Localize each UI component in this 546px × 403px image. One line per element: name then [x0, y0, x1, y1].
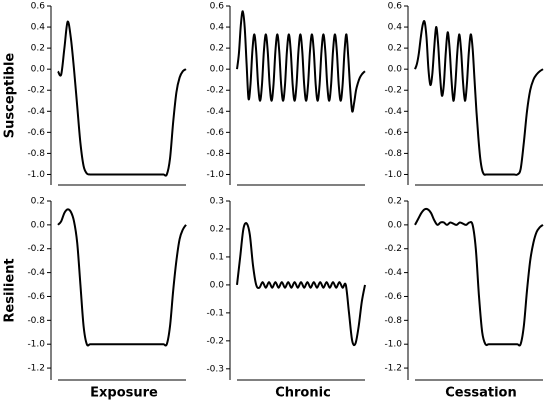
y-tick-label: 0.6 — [210, 2, 225, 12]
y-tick-label: 0.0 — [31, 65, 46, 75]
y-tick-label: 0.2 — [388, 197, 402, 207]
y-tick-label: -0.2 — [384, 244, 402, 254]
y-tick-label: -0.4 — [384, 107, 402, 117]
y-tick-label: 0.0 — [388, 65, 403, 75]
data-line — [236, 222, 366, 347]
y-tick-label: 0.4 — [31, 23, 46, 33]
y-tick-label: 0.4 — [388, 23, 403, 33]
y-tick-label: -0.2 — [206, 86, 224, 96]
y-tick-label: 0.0 — [388, 220, 403, 230]
row-label: Resilient — [3, 258, 18, 322]
y-tick-label: -0.8 — [27, 149, 45, 159]
y-tick-label: -0.8 — [384, 316, 402, 326]
y-tick-label: -0.4 — [27, 107, 45, 117]
y-tick-label: 0.3 — [210, 197, 224, 207]
column-label: Chronic — [275, 386, 331, 401]
y-tick-label: 0.0 — [31, 220, 46, 230]
y-tick-label: -1.0 — [27, 340, 45, 350]
y-tick-label: -0.1 — [206, 308, 224, 318]
y-tick-label: -0.6 — [384, 292, 402, 302]
y-tick-label: -0.8 — [27, 316, 45, 326]
y-tick-label: -0.6 — [27, 292, 45, 302]
y-tick-label: 0.1 — [210, 252, 224, 262]
y-tick-label: 0.6 — [388, 2, 403, 12]
y-tick-label: -1.0 — [384, 170, 402, 180]
y-tick-label: -0.3 — [206, 364, 224, 374]
y-tick-label: -0.4 — [206, 107, 224, 117]
y-tick-label: 0.4 — [210, 23, 225, 33]
y-tick-label: -0.6 — [27, 128, 45, 138]
y-tick-label: -0.8 — [384, 149, 402, 159]
y-tick-label: -0.6 — [206, 128, 224, 138]
y-tick-label: -0.2 — [384, 86, 402, 96]
y-tick-label: -1.0 — [206, 170, 224, 180]
y-tick-label: -1.0 — [384, 340, 402, 350]
data-line — [414, 207, 544, 347]
data-line — [57, 208, 187, 347]
data-line — [57, 20, 187, 177]
y-tick-label: -0.4 — [384, 268, 402, 278]
y-tick-label: 0.0 — [210, 280, 225, 290]
column-label: Cessation — [445, 386, 516, 401]
y-tick-label: -1.2 — [27, 364, 45, 374]
y-tick-label: -1.0 — [27, 170, 45, 180]
y-tick-label: -0.2 — [27, 244, 45, 254]
y-tick-label: 0.2 — [31, 44, 45, 54]
column-label: Exposure — [90, 386, 158, 401]
y-tick-label: -0.6 — [384, 128, 402, 138]
y-tick-label: -0.8 — [206, 149, 224, 159]
y-tick-label: 0.2 — [31, 197, 45, 207]
y-tick-label: 0.2 — [210, 44, 224, 54]
y-tick-label: 0.2 — [210, 224, 224, 234]
data-line — [414, 20, 544, 176]
y-tick-label: -0.2 — [206, 336, 224, 346]
y-tick-label: 0.0 — [210, 65, 225, 75]
y-tick-label: -0.2 — [27, 86, 45, 96]
y-tick-label: -1.2 — [384, 364, 402, 374]
row-label: Susceptible — [3, 53, 18, 139]
y-tick-label: 0.6 — [31, 2, 46, 12]
y-tick-label: 0.2 — [388, 44, 402, 54]
data-line — [236, 10, 366, 113]
y-tick-label: -0.4 — [27, 268, 45, 278]
